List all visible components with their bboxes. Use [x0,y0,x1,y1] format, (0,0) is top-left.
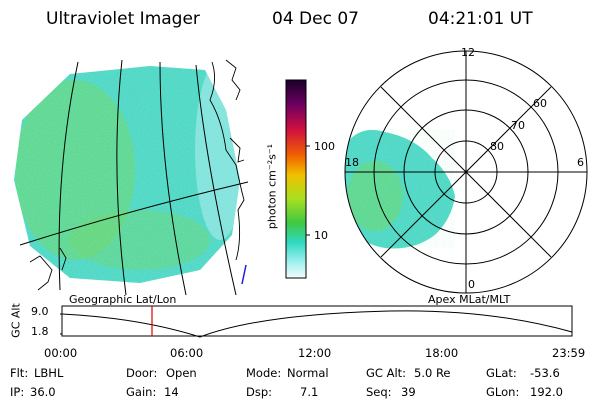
mlt-label-0: 0 [468,278,475,291]
colorbar-tick-10: 10 [314,229,328,242]
orbit-xtick-0000: 00:00 [44,346,78,360]
mlt-label-6: 6 [577,156,584,169]
glon-label: GLon: [486,385,520,399]
instrument-title: Ultraviolet Imager [46,9,200,29]
mlt-label-18: 18 [345,156,359,169]
gc-alt-label: GC Alt: [366,366,407,380]
colorbar-unit-label: photon cm⁻²s⁻¹ [265,143,279,230]
mode-label: Mode: [246,366,282,380]
filter-value: LBHL [34,366,64,380]
orbit-xtick-2359: 23:59 [552,346,586,360]
colorbar-tick-100: 100 [314,140,335,153]
orbit-xtick-0600: 06:00 [170,346,204,360]
orbit-xtick-1200: 12:00 [298,346,332,360]
observation-date: 04 Dec 07 [272,9,359,29]
mlat-label-70: 70 [511,119,525,132]
orbit-ytick-1.8: 1.8 [31,325,49,338]
glat-label: GLat: [486,366,517,380]
orbit-axis-label: GC Alt [9,303,23,338]
dsp-label: Dsp: [246,385,273,399]
orbit-ytick-9: 9.0 [31,305,49,318]
geo-map-label: Geographic Lat/Lon [69,293,177,306]
polar-plot-label: Apex MLat/MLT [428,293,511,306]
ip-label: IP: [10,385,25,399]
geographic-image [14,59,249,296]
seq-label: Seq: [366,385,392,399]
gain-label: Gain: [126,385,157,399]
observation-time: 04:21:01 UT [428,9,533,29]
glon-value: 192.0 [530,385,563,399]
orbit-altitude-plot [60,305,573,338]
filter-label: Flt: [10,366,29,380]
ip-value: 36.0 [30,385,56,399]
mlt-label-12: 12 [461,46,475,59]
polar-plot [344,50,588,294]
orbit-xtick-1800: 18:00 [425,346,459,360]
gain-value: 14 [164,385,179,399]
door-label: Door: [126,366,158,380]
colorbar [285,79,310,279]
gc-alt-value: 5.0 Re [414,366,451,380]
seq-value: 39 [401,385,416,399]
mode-value: Normal [287,366,329,380]
mlat-label-60: 60 [533,97,547,110]
glat-value: -53.6 [530,366,560,380]
dsp-value: 7.1 [300,385,319,399]
door-value: Open [166,366,197,380]
mlat-label-80: 80 [490,140,504,153]
